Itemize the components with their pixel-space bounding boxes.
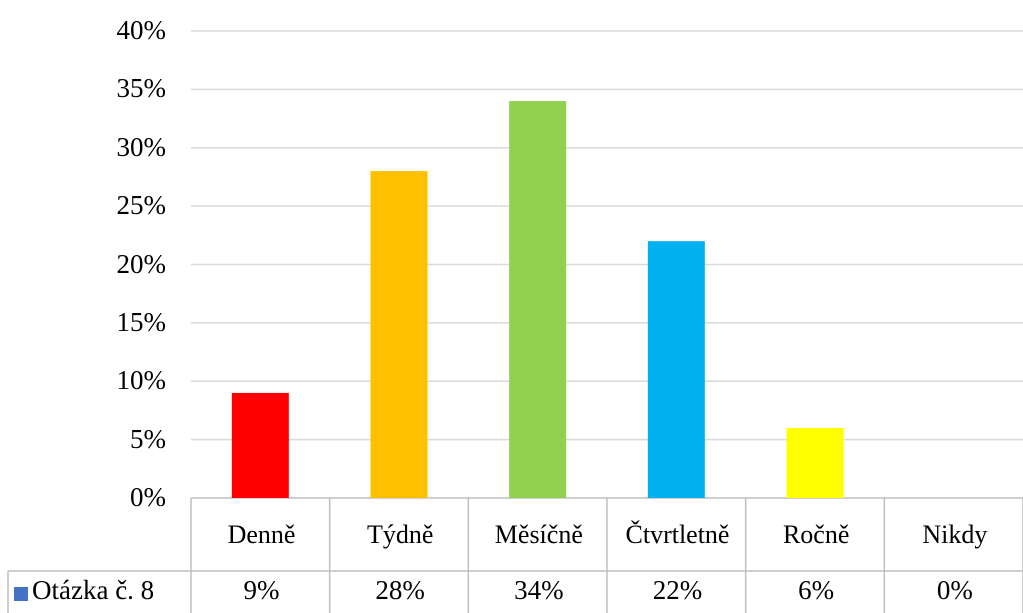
y-tick-label: 20% [116, 248, 167, 279]
bar-Měsíčně [509, 101, 567, 499]
bar-Denně [231, 392, 289, 498]
y-tick-label: 25% [116, 190, 167, 221]
category-label: Ročně [782, 520, 850, 549]
bar-Čtvrtletně [647, 241, 705, 498]
y-tick-label: 10% [116, 365, 167, 396]
y-tick-label: 5% [130, 423, 166, 454]
category-label: Čtvrtletně [625, 520, 730, 549]
legend-series-name: Otázka č. 8 [32, 575, 155, 605]
category-label: Týdně [366, 520, 434, 549]
category-label: Měsíčně [494, 520, 583, 549]
y-tick-label: 15% [116, 306, 167, 337]
category-label: Denně [227, 520, 296, 549]
table-value-label: 9% [243, 575, 280, 605]
bar-Ročně [786, 427, 844, 498]
bar-Týdně [370, 171, 428, 498]
y-tick-label: 40% [116, 15, 167, 45]
legend-key [14, 587, 28, 601]
table-value-label: 0% [936, 575, 973, 605]
table-value-label: 6% [798, 575, 835, 605]
y-tick-label: 35% [116, 73, 167, 104]
table-value-label: 22% [652, 575, 703, 605]
category-label: Nikdy [922, 520, 988, 549]
y-tick-label: 0% [130, 482, 166, 512]
y-tick-label: 30% [116, 131, 167, 162]
table-value-label: 34% [514, 575, 564, 605]
table-value-label: 28% [375, 575, 425, 605]
